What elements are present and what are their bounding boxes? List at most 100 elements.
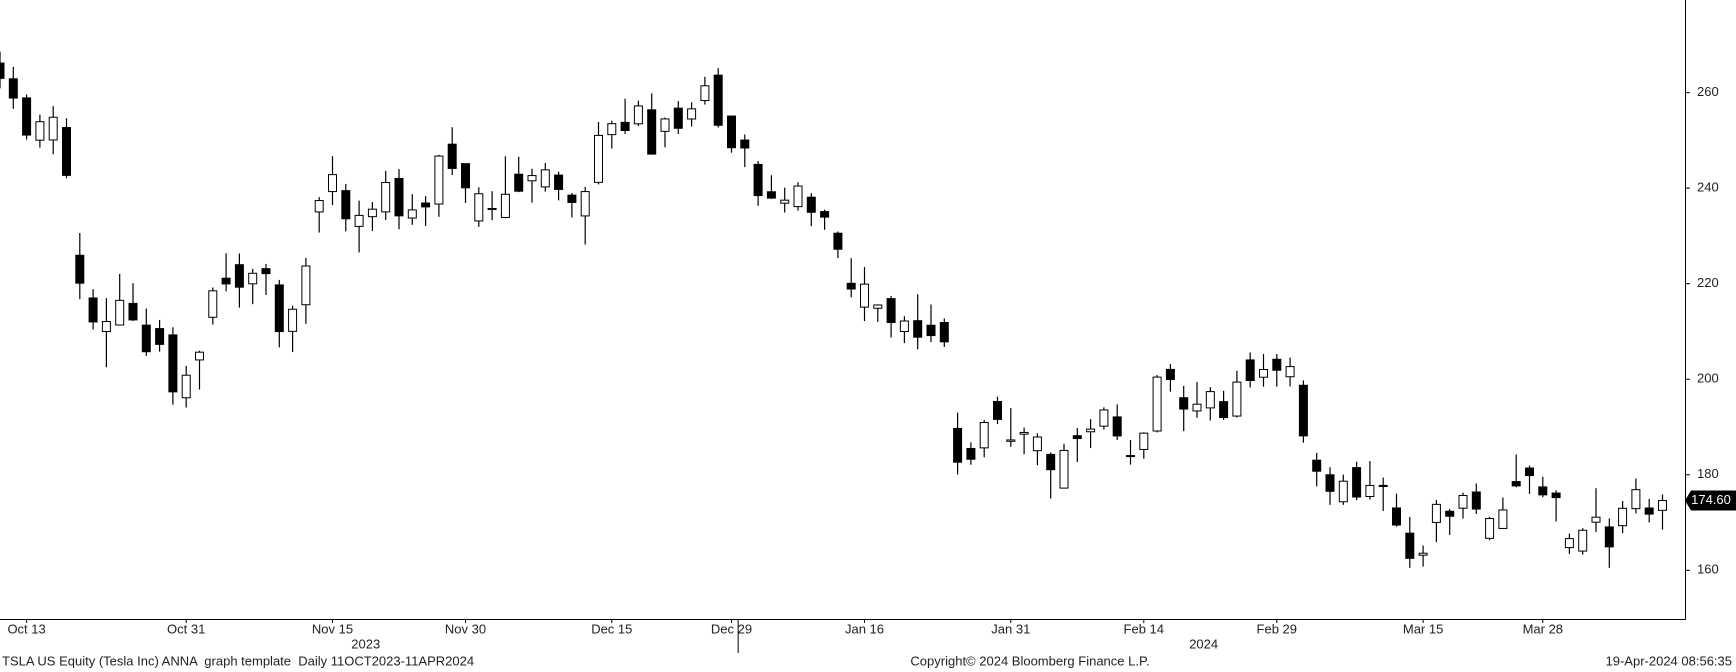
candle-body-down [1378, 484, 1388, 488]
candle-body-down [833, 232, 843, 250]
candle-body-up [181, 374, 191, 399]
footer-left: TSLA US Equity (Tesla Inc) ANNA graph te… [2, 653, 474, 668]
candle-body-up [873, 304, 883, 309]
candle-body-up [208, 290, 218, 318]
candle-body-down [740, 139, 750, 149]
candle-body-up [434, 155, 444, 205]
candle-body-down [567, 194, 577, 203]
candle-body-up [500, 193, 510, 218]
candle-body-up [607, 123, 617, 136]
candle-body-down [1538, 486, 1548, 496]
candle-body-down [953, 427, 963, 463]
candle-body-down [8, 78, 18, 99]
candle-body-down [447, 143, 457, 169]
candle-body-up [101, 321, 111, 332]
candle-body-down [62, 127, 71, 176]
candle-body-down [647, 109, 657, 155]
year-label: 2023 [351, 636, 380, 651]
candle-body-up [1099, 409, 1109, 427]
x-tick-label: Nov 15 [312, 621, 353, 636]
candle-body-down [1112, 416, 1122, 437]
y-tick-label: 220 [1697, 275, 1719, 290]
candle-body-down [221, 277, 231, 285]
candle-body-down [554, 174, 564, 190]
candle-body-down [1604, 526, 1614, 548]
candle-body-up [407, 209, 417, 219]
candle-body-down [487, 207, 497, 210]
candle-body-down [274, 284, 284, 333]
candle-body-down [1525, 467, 1534, 477]
candle-body-up [1658, 500, 1667, 511]
candle-body-up [1458, 494, 1468, 509]
candle-body-up [288, 308, 298, 332]
candle-body-down [926, 324, 936, 337]
candle-body-up [660, 118, 670, 132]
candle-body-down [155, 328, 165, 345]
candle-body-down [939, 321, 949, 343]
candle-body-down [727, 115, 736, 149]
candle-body-up [793, 185, 803, 208]
candle-body-down [394, 177, 404, 217]
y-tick-label: 200 [1697, 371, 1719, 386]
candle-body-down [1179, 397, 1189, 410]
x-tick-label: Dec 15 [591, 621, 632, 636]
y-tick-label: 260 [1697, 84, 1719, 99]
x-tick-label: Oct 31 [167, 621, 205, 636]
candle-body-down [22, 97, 32, 136]
x-tick-label: Mar 28 [1523, 621, 1563, 636]
candle-body-up [1365, 484, 1375, 497]
candle-body-up [1232, 381, 1242, 417]
candle-body-up [314, 200, 324, 213]
x-tick-label: Oct 13 [7, 621, 45, 636]
candle-body-down [141, 324, 151, 353]
candle-body-up [1431, 503, 1441, 523]
candle-body-down [886, 298, 896, 323]
last-price-label: 174.60 [1691, 492, 1731, 507]
candle-body-up [687, 108, 697, 120]
candle-body-up [301, 265, 311, 306]
candle-body-up [580, 191, 590, 217]
candle-body-down [1165, 368, 1175, 380]
candle-body-up [1418, 552, 1428, 556]
candle-body-down [168, 334, 178, 393]
candle-body-down [1511, 481, 1521, 487]
x-tick-label: Nov 30 [445, 621, 486, 636]
candle-body-up [381, 181, 391, 213]
candle-body-down [1644, 507, 1654, 515]
candle-body-up [48, 116, 58, 141]
candle-body-down [1245, 359, 1255, 382]
candle-body-up [1564, 538, 1574, 549]
footer-center: Copyright© 2024 Bloomberg Finance L.P. [910, 653, 1149, 668]
candle-body-down [993, 401, 1002, 420]
candle-body-up [1126, 455, 1135, 458]
year-label: 2024 [1189, 636, 1218, 651]
candle-body-up [1259, 368, 1268, 378]
candle-body-up [1019, 431, 1029, 435]
candle-body-down [1551, 492, 1561, 499]
candle-body-down [1352, 467, 1362, 498]
candle-body-up [633, 105, 643, 125]
candle-body-down [1405, 532, 1415, 559]
candle-body-down [261, 268, 271, 275]
x-tick-label: Dec 29 [711, 621, 752, 636]
candle-body-up [527, 175, 537, 182]
candle-body-down [1445, 510, 1455, 517]
candle-body-down [846, 282, 856, 290]
x-tick-label: Feb 14 [1124, 621, 1164, 636]
candle-body-up [474, 193, 484, 222]
candle-body-down [820, 211, 830, 218]
candle-body-down [1072, 435, 1082, 440]
last-price-tag [1685, 490, 1736, 511]
candle-body-up [1192, 403, 1202, 412]
candle-body-up [195, 351, 204, 361]
candle-body-down [1046, 453, 1056, 471]
candle-body-up [35, 121, 45, 141]
candle-body-up [1152, 376, 1162, 432]
candle-body-up [1338, 480, 1348, 503]
candle-body-up [540, 169, 550, 188]
candle-body-up [1205, 391, 1215, 409]
y-tick-label: 240 [1697, 180, 1719, 195]
candle-body-down [461, 163, 470, 189]
candle-body-up [1485, 518, 1495, 539]
y-tick-label: 180 [1697, 466, 1719, 481]
